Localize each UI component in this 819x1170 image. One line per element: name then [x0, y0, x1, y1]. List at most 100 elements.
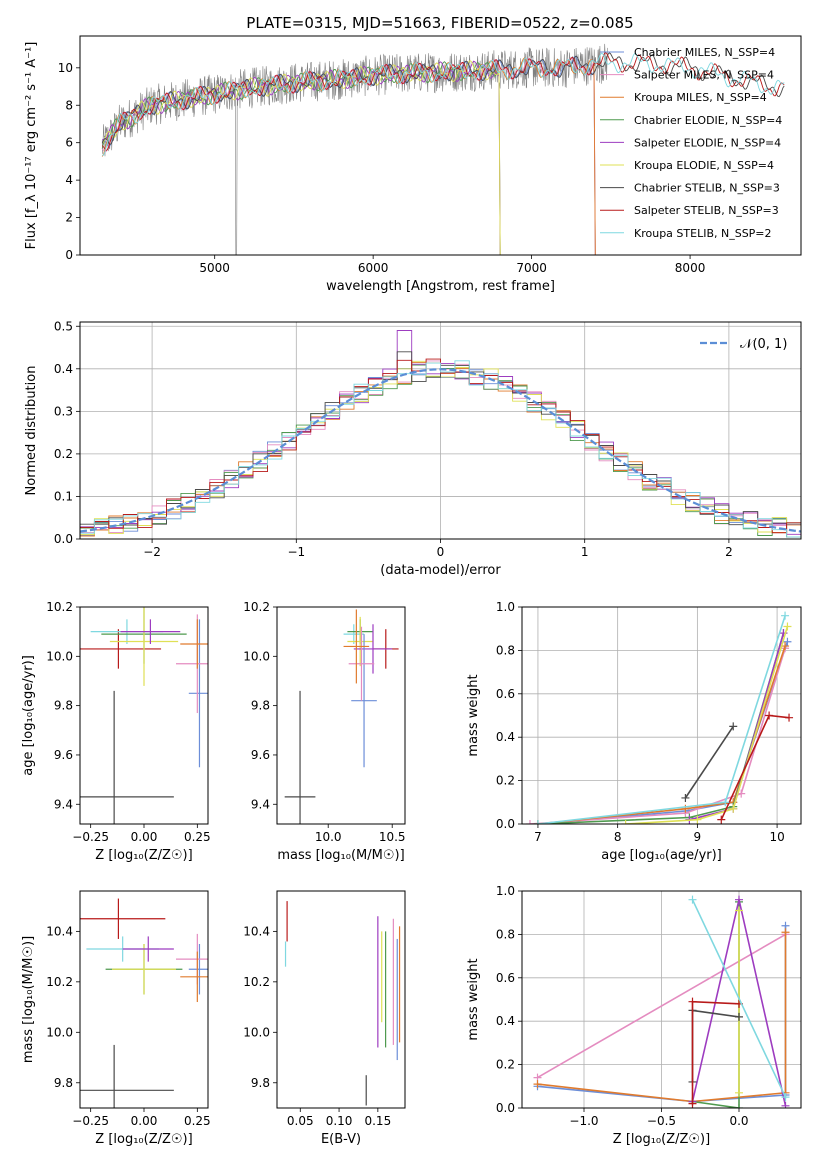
age_vs_mass-xtick-label: 10.5 [379, 830, 406, 844]
legend-entry: Chabrier ELODIE, N_SSP=4 [634, 114, 782, 127]
weight-marker [785, 713, 794, 722]
mass_vs_ebv-chart: 0.05 0.10 0.15 9.8 10.0 10.2 10.4 E(B-V) [243, 890, 406, 1147]
weight-marker [688, 895, 697, 904]
weight-line [691, 899, 787, 1098]
weight-line [625, 626, 789, 824]
weight-marker [735, 895, 743, 904]
mass_vs_Z-ylabel: mass [log₁₀(M/M☉)] [21, 936, 36, 1063]
mass_vs_ebv-frame [276, 890, 406, 1109]
residuals-xtick-label: 2 [725, 545, 733, 559]
weight_vs_Z-ytick-label: 1.0 [496, 884, 515, 898]
weight_vs_Z-ytick-label: 0.2 [496, 1058, 515, 1072]
weight-marker [735, 1088, 743, 1097]
weight_vs_age-ytick-label: 0.2 [496, 774, 515, 788]
spectrum-ylabel: Flux [f_λ 10⁻¹⁷ erg cm⁻² s⁻¹ A⁻¹] [24, 42, 39, 250]
weight-marker [781, 928, 790, 937]
legend-entry: Kroupa STELIB, N_SSP=2 [634, 227, 772, 240]
spectrum-model-line [101, 60, 501, 255]
weight-marker [721, 798, 730, 807]
spectrum-ytick-label: 2 [65, 211, 73, 225]
weight_vs_Z-xlabel: Z [log₁₀(Z/Z☉)] [613, 1132, 710, 1147]
weight_vs_age-xtick-label: 9 [694, 830, 702, 844]
mass_vs_ebv-xtick-label: 0.10 [326, 1114, 353, 1128]
residuals-ytick-label: 0.2 [54, 447, 73, 461]
weight_vs_Z-plot-area [533, 895, 790, 1108]
legend-entry: Salpeter MILES, N_SSP=4 [634, 69, 774, 82]
weight-marker [783, 637, 792, 646]
residuals-ylabel: Normed distribution [24, 366, 39, 496]
weight_vs_Z-chart: −1.0 −0.5 0.0 0.0 0.2 0.4 0.6 0.8 1.0 Z [log₁₀(Z/… [466, 884, 802, 1147]
residuals-frame [79, 321, 802, 540]
age_vs_Z-ylabel: age [log₁₀(age/yr)] [21, 655, 36, 776]
residuals-ytick-label: 0.5 [54, 319, 73, 333]
age_vs_mass-ytick-label: 10.2 [243, 600, 270, 614]
spectrum-ytick-label: 4 [65, 173, 73, 187]
age_vs_Z-ytick-label: 10.2 [46, 600, 73, 614]
residuals-xtick-label: −1 [287, 545, 305, 559]
mass_vs_Z-xtick-label: 0.25 [184, 1114, 211, 1128]
weight-marker [781, 1093, 790, 1102]
weight-line [684, 725, 734, 799]
age_vs_Z-ytick-label: 9.4 [54, 797, 73, 811]
weight_vs_age-xlabel: age [log₁₀(age/yr)] [601, 848, 722, 863]
spectrum-ytick-label: 6 [65, 136, 73, 150]
weight_vs_age-ytick-label: 0.8 [496, 643, 515, 657]
mass_vs_Z-ytick-label: 9.8 [54, 1076, 73, 1090]
weight_vs_age-ytick-label: 0.0 [496, 817, 515, 831]
mass_vs_Z-ytick-label: 10.2 [46, 975, 73, 989]
age_vs_Z-ytick-label: 9.6 [54, 748, 73, 762]
weight-marker [533, 1080, 542, 1089]
weight-line [537, 645, 786, 824]
weight_vs_age-xtick-label: 8 [614, 830, 622, 844]
mass_vs_ebv-xtick-label: 0.05 [287, 1114, 314, 1128]
weight-line [537, 641, 789, 824]
age_vs_Z-xtick-label: 0.00 [131, 830, 158, 844]
weight_vs_Z-ytick-label: 0.8 [496, 927, 515, 941]
weight-marker [681, 793, 690, 802]
mass_vs_Z-xtick-label: 0.00 [131, 1114, 158, 1128]
residuals-xtick-label: −2 [143, 545, 161, 559]
weight_vs_age-chart: 7 8 9 10 0.0 0.2 0.4 0.6 0.8 1.0 age [log₁₀(age/yr… [466, 600, 802, 863]
weight_vs_Z-frame [521, 890, 802, 1109]
weight-marker [765, 711, 774, 720]
weight-marker [525, 820, 534, 824]
weight-marker [729, 804, 738, 813]
spectrum-xtick-label: 5000 [199, 261, 230, 275]
age_vs_mass-ytick-label: 9.8 [251, 699, 270, 713]
age_vs_Z-xlabel: Z [log₁₀(Z/Z☉)] [95, 848, 192, 863]
age_vs_Z-xtick-label: 0.25 [184, 830, 211, 844]
age_vs_mass-ytick-label: 10.0 [243, 649, 270, 663]
weight_vs_Z-ylabel: mass weight [466, 958, 481, 1040]
residuals-chart: −2 −1 0 1 2 0.0 0.1 0.2 0.3 0.4 0.5 (data-model)/er… [24, 319, 802, 578]
residuals-xlabel: (data-model)/error [380, 563, 501, 578]
spectrum-xtick-label: 7000 [516, 261, 547, 275]
mass_vs_Z-xtick-label: −0.25 [72, 1114, 109, 1128]
weight-marker [735, 1012, 743, 1021]
weight-marker [688, 997, 697, 1006]
age_vs_mass-xlabel: mass [log₁₀(M/M☉)] [277, 848, 404, 863]
age_vs_Z-ytick-label: 9.8 [54, 699, 73, 713]
residuals-ytick-label: 0.3 [54, 404, 73, 418]
mass_vs_Z-ytick-label: 10.0 [46, 1025, 73, 1039]
weight_vs_Z-xtick-label: 0.0 [729, 1114, 748, 1128]
spectrum-plot-area [101, 43, 785, 255]
spectrum-model-line [102, 52, 785, 156]
weight-marker [688, 1099, 697, 1108]
weight-marker [735, 1104, 743, 1108]
weight-line [691, 1000, 740, 1104]
weight_vs_Z-ytick-label: 0.0 [496, 1101, 515, 1115]
spectrum-model-line [101, 52, 785, 145]
weight-marker [693, 815, 702, 824]
weight-marker [735, 906, 743, 915]
weight_vs_Z-xtick-label: −1.0 [569, 1114, 598, 1128]
spectrum-ytick-label: 8 [65, 98, 73, 112]
age_vs_mass-ytick-label: 9.4 [251, 797, 270, 811]
spectrum-ytick-label: 0 [65, 248, 73, 262]
age_vs_mass-ytick-label: 9.6 [251, 748, 270, 762]
weight-line [537, 615, 786, 824]
histogram-series [80, 360, 801, 538]
legend-entry: 𝒩(0, 1) [740, 337, 787, 352]
mass_vs_ebv-xtick-label: 0.15 [364, 1114, 391, 1128]
residuals-ytick-label: 0.1 [54, 489, 73, 503]
